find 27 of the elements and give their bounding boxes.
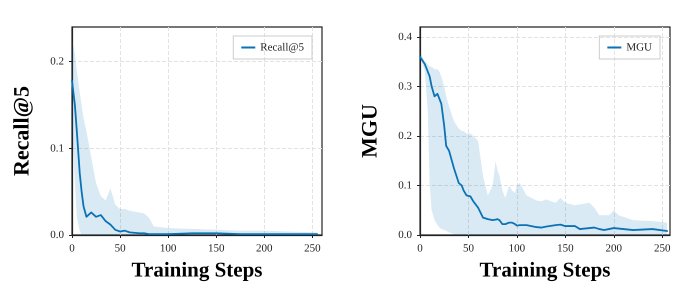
y-axis-title: Recall@5 bbox=[8, 86, 34, 176]
y-tick-label: 0.2 bbox=[398, 130, 412, 142]
x-tick-label: 150 bbox=[557, 242, 574, 254]
x-tick-label: 250 bbox=[654, 242, 671, 254]
y-axis-title: MGU bbox=[356, 104, 382, 158]
y-tick-label: 0.3 bbox=[398, 80, 412, 92]
x-tick-label: 250 bbox=[304, 242, 322, 254]
legend-label: Recall@5 bbox=[260, 42, 304, 54]
x-tick-label: 200 bbox=[606, 242, 623, 254]
x-axis-title: Training Steps bbox=[132, 258, 262, 282]
y-tick-label: 0.0 bbox=[50, 229, 64, 241]
x-tick-label: 0 bbox=[417, 242, 424, 254]
y-tick-label: 0.0 bbox=[398, 229, 412, 241]
x-axis-title: Training Steps bbox=[480, 258, 610, 282]
x-tick-label: 100 bbox=[160, 242, 177, 254]
x-tick-label: 0 bbox=[69, 242, 76, 254]
y-tick-label: 0.1 bbox=[398, 179, 412, 192]
x-tick-label: 150 bbox=[208, 242, 225, 254]
x-tick-label: 50 bbox=[114, 242, 126, 254]
x-tick-label: 100 bbox=[508, 242, 526, 254]
line-series bbox=[71, 80, 318, 236]
y-tick-label: 0.4 bbox=[398, 30, 412, 43]
x-tick-label: 200 bbox=[256, 242, 274, 254]
y-tick-label: 0.1 bbox=[50, 142, 64, 154]
y-tick-label: 0.2 bbox=[50, 56, 64, 68]
legend-label: MGU bbox=[626, 42, 652, 54]
x-tick-label: 50 bbox=[462, 242, 474, 254]
